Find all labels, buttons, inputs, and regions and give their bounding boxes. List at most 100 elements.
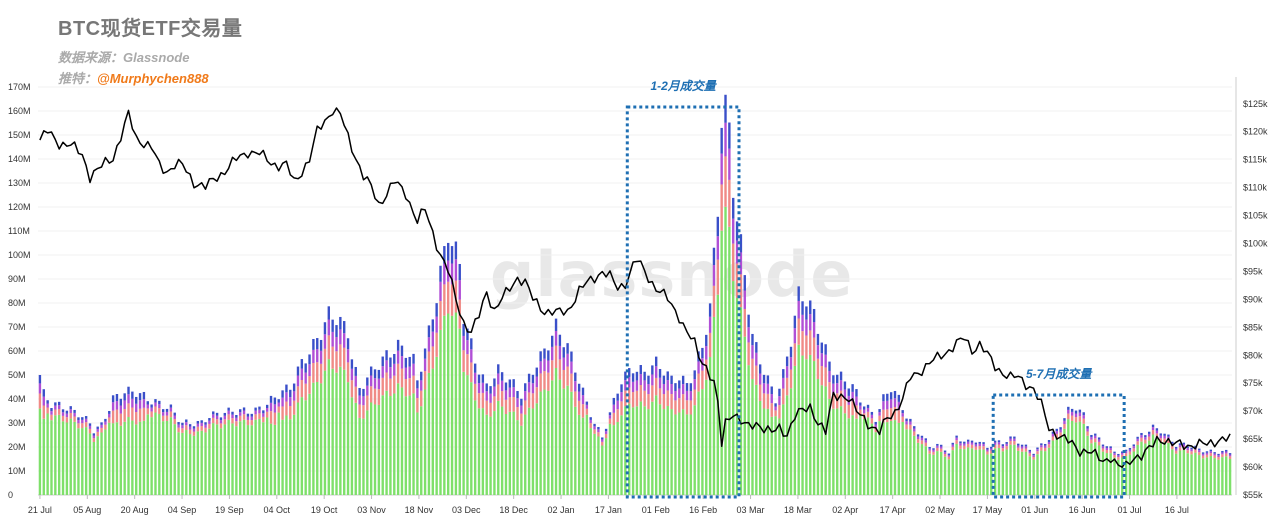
volume-bar <box>150 407 153 412</box>
volume-bar <box>381 395 384 495</box>
volume-bar <box>431 368 434 495</box>
volume-bar <box>1209 451 1213 454</box>
volume-bar <box>732 281 735 495</box>
left-axis-tick: 10M <box>8 466 26 476</box>
volume-bar <box>785 377 789 396</box>
volume-bar <box>350 359 354 369</box>
volume-bar <box>828 398 831 495</box>
volume-bar <box>1074 413 1078 418</box>
x-axis-tick: 04 Sep <box>168 505 197 515</box>
volume-bar <box>285 401 288 416</box>
volume-bar <box>254 410 257 415</box>
volume-bar <box>466 354 469 376</box>
volume-bar <box>466 328 469 341</box>
volume-bar <box>381 356 384 367</box>
volume-bar <box>893 390 897 399</box>
volume-bar <box>924 438 927 441</box>
volume-bar <box>108 417 111 423</box>
x-axis-tick: 04 Oct <box>264 505 291 515</box>
volume-bar <box>119 405 123 414</box>
volume-bar <box>681 375 685 385</box>
volume-bar <box>936 445 939 448</box>
volume-bar <box>739 234 743 253</box>
volume-bar <box>92 433 96 436</box>
volume-bar <box>354 402 357 495</box>
volume-bar <box>381 366 384 378</box>
volume-bar <box>604 438 608 495</box>
volume-bar <box>396 339 400 351</box>
volume-bar <box>165 408 169 412</box>
volume-bar <box>200 422 203 427</box>
left-axis-tick: 110M <box>8 226 30 236</box>
volume-bar <box>142 407 146 421</box>
volume-bar <box>400 387 404 495</box>
volume-bar <box>262 413 265 417</box>
volume-bar <box>966 441 970 444</box>
volume-bar <box>693 389 696 406</box>
volume-bar <box>693 370 696 380</box>
volume-bar <box>932 451 935 455</box>
volume-bar <box>81 419 84 424</box>
twitter-handle[interactable]: @Murphychen888 <box>97 71 209 86</box>
volume-bar <box>631 407 635 495</box>
volume-bar <box>747 314 750 328</box>
volume-bar <box>42 405 45 419</box>
volume-bar <box>701 347 704 359</box>
volume-bar <box>420 380 423 391</box>
volume-bar <box>1074 422 1078 495</box>
volume-bar <box>866 407 870 412</box>
volume-bar <box>535 387 538 404</box>
volume-bar <box>1190 447 1193 450</box>
volume-bar <box>1055 431 1058 434</box>
volume-bar <box>585 408 589 415</box>
volume-bar <box>1059 429 1062 433</box>
volume-bar <box>439 301 442 330</box>
volume-bar <box>1055 428 1058 432</box>
glassnode-watermark: glassnode <box>490 238 854 311</box>
volume-bar <box>150 411 153 418</box>
x-axis-tick: 02 Apr <box>832 505 858 515</box>
volume-bar <box>111 410 115 424</box>
right-axis-tick: $115k <box>1243 155 1267 165</box>
volume-bar <box>327 335 330 360</box>
volume-bar <box>1148 436 1151 441</box>
volume-bar <box>127 417 130 495</box>
volume-bar <box>824 386 827 495</box>
volume-bar <box>874 421 877 425</box>
volume-bar <box>1101 451 1105 495</box>
volume-bar <box>493 378 496 387</box>
volume-bar <box>1067 419 1070 495</box>
volume-bar <box>481 382 485 393</box>
volume-bar <box>331 319 334 332</box>
volume-bar <box>377 389 381 405</box>
volume-bar <box>851 415 854 495</box>
x-axis-tick: 03 Dec <box>452 505 481 515</box>
volume-bar <box>1070 411 1074 416</box>
right-axis-tick: $70k <box>1243 406 1263 416</box>
volume-bar <box>169 404 173 408</box>
volume-bar <box>146 404 149 409</box>
volume-bar <box>292 391 296 401</box>
x-axis-tick: 01 Feb <box>642 505 670 515</box>
volume-bar <box>520 398 523 406</box>
volume-bar <box>300 397 304 495</box>
volume-bar <box>1128 454 1132 495</box>
volume-bar <box>782 404 785 495</box>
volume-bar <box>805 306 808 320</box>
volume-bar <box>265 417 269 495</box>
volume-bar <box>300 380 304 398</box>
volume-bar <box>50 420 53 495</box>
volume-bar <box>566 366 569 386</box>
volume-bar <box>1094 433 1097 436</box>
volume-bar <box>974 444 978 447</box>
volume-bar <box>577 400 581 415</box>
volume-bar <box>966 439 970 442</box>
volume-bar <box>1144 435 1147 438</box>
volume-bar <box>508 411 512 495</box>
volume-bar <box>1121 451 1124 453</box>
volume-bar <box>824 367 827 387</box>
volume-bar <box>88 428 92 434</box>
volume-bar <box>242 410 246 415</box>
volume-bar <box>547 372 550 391</box>
volume-bar <box>1059 427 1062 430</box>
